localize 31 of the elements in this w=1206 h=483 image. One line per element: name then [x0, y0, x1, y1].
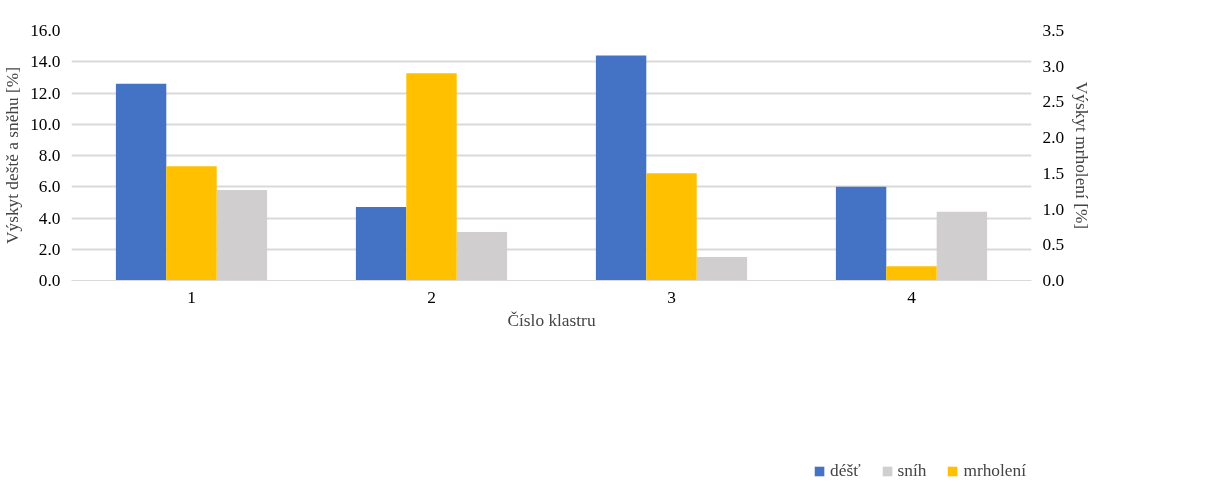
y-tick-label: 14.0 — [30, 52, 61, 72]
legend-label: déšť — [830, 461, 861, 481]
y-tick-label: 4.0 — [38, 208, 61, 228]
y-tick-label: 8.0 — [38, 146, 61, 165]
y-tick-label: 6.0 — [38, 177, 61, 197]
x-axis-title: Číslo klastru — [507, 310, 596, 330]
x-tick-label: 1 — [187, 287, 196, 307]
bar — [835, 186, 887, 281]
y2-tick-label: 3.5 — [1042, 21, 1065, 40]
y-tick-label: 0.0 — [38, 271, 61, 290]
x-tick-label: 2 — [427, 287, 436, 307]
x-tick-label: 4 — [907, 287, 917, 307]
y2-tick-label: 0.5 — [1042, 235, 1065, 255]
y-tick-label: 12.0 — [30, 83, 61, 103]
y2-tick-label: 2.5 — [1042, 92, 1065, 112]
y-tick-label: 16.0 — [30, 21, 61, 40]
y2-tick-label: 0.0 — [1042, 271, 1065, 290]
y-tick-label: 10.0 — [30, 114, 61, 134]
legend-label: mrholení — [963, 461, 1026, 481]
y2-tick-label: 3.0 — [1042, 56, 1065, 76]
x-tick-label: 3 — [667, 287, 676, 307]
bar — [886, 266, 937, 281]
legend-label: sníh — [897, 461, 927, 481]
y2-tick-label: 2.0 — [1042, 128, 1065, 148]
y-axis-title: Výskyt deště a sněhu [%] — [3, 66, 23, 245]
y2-tick-label: 1.5 — [1042, 163, 1065, 183]
bar — [406, 73, 457, 281]
y2-tick-label: 1.0 — [1042, 199, 1065, 219]
y-tick-label: 2.0 — [38, 239, 61, 259]
y2-axis-title: Výskyt mrholení [%] — [1072, 81, 1092, 230]
bar — [595, 55, 647, 281]
